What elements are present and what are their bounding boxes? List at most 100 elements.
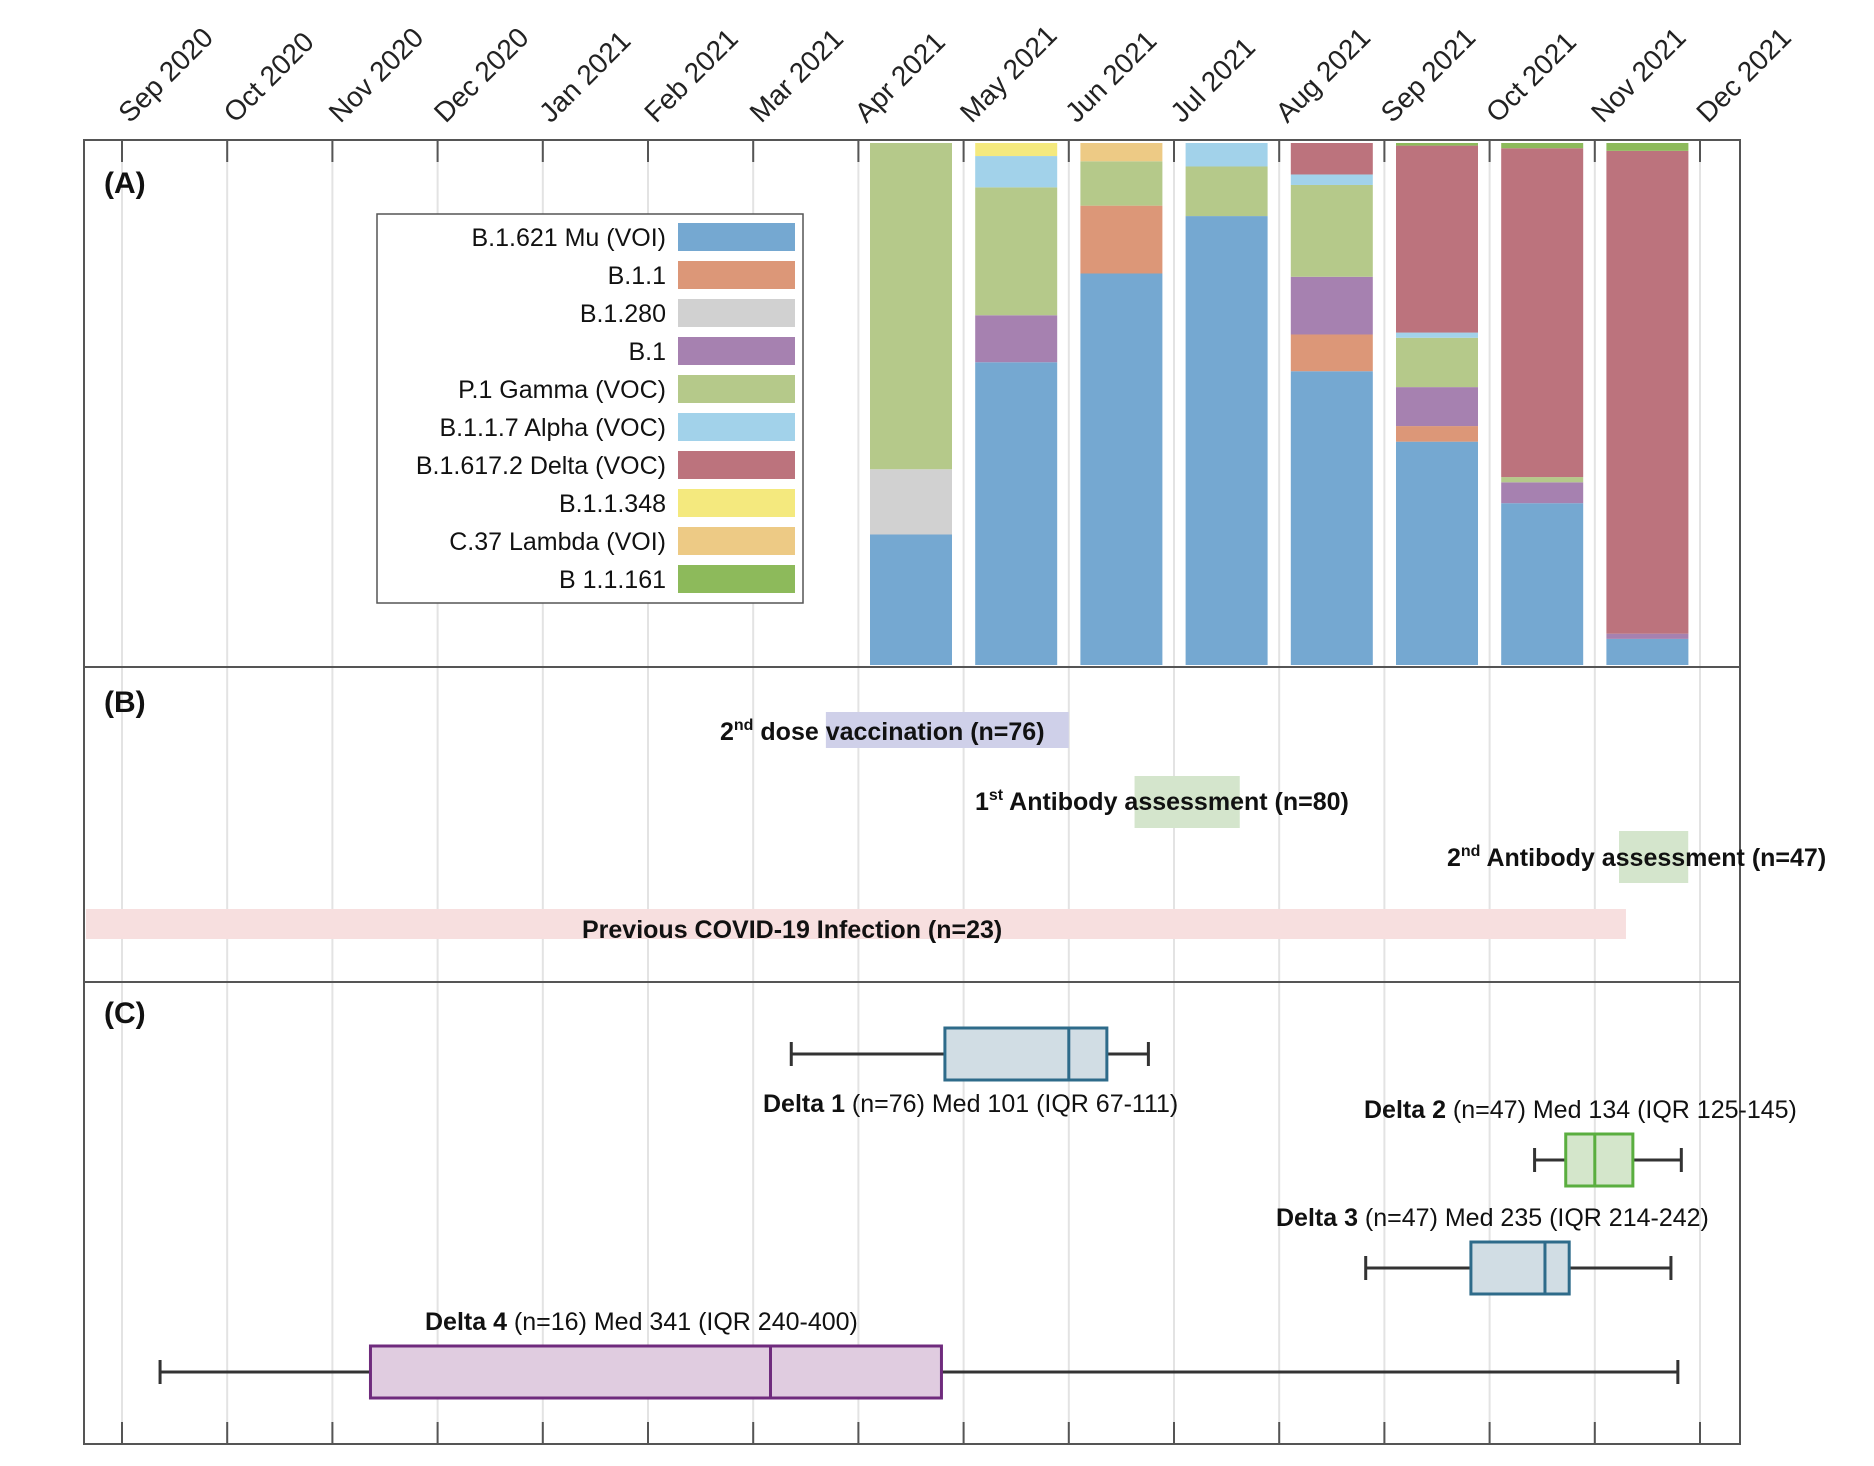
bar-segment (1501, 143, 1584, 149)
boxplots: Delta 1 (n=76) Med 101 (IQR 67-111) Delta… (158, 1026, 1797, 1400)
x-tick-label: Dec 2020 (428, 22, 535, 129)
bar-segment (1396, 387, 1478, 427)
x-tick-label: Sep 2020 (112, 22, 219, 129)
bar-segment (1290, 184, 1373, 277)
x-tick-label: Mar 2021 (744, 23, 850, 129)
legend-label: B.1.1 (608, 262, 666, 290)
bar-segment (1501, 477, 1584, 483)
legend-swatch (678, 375, 795, 403)
event-label: Previous COVID-19 Infection (n=23) (582, 916, 1002, 944)
legend-label: B 1.1.161 (559, 566, 666, 594)
bar-segment (1080, 143, 1163, 162)
box-label: Delta 4 (n=16) Med 341 (IQR 240-400) (425, 1308, 858, 1336)
x-tick-label: Nov 2020 (323, 22, 430, 129)
bar-segment (975, 362, 1058, 665)
panel-a-variants: (A) B.1.621 Mu (VOI) B.1.1 B.1.280 B.1 P.1 G… (83, 139, 1741, 668)
timeline-events: 2nd dose vaccination (n=76) 1st Antibody … (86, 712, 1826, 944)
bar-segment (1606, 150, 1689, 634)
legend-label: B.1.1.7 Alpha (VOC) (439, 414, 666, 442)
legend-label: P.1 Gamma (VOC) (458, 376, 666, 404)
legend-swatch (678, 527, 795, 555)
iqr-box (943, 1026, 1109, 1082)
x-tick-label: Oct 2021 (1480, 26, 1582, 128)
bar-segment (1606, 143, 1689, 151)
x-tick-label: Jun 2021 (1059, 25, 1162, 128)
event-bar (1134, 776, 1240, 828)
bar-segment (975, 156, 1058, 188)
legend: B.1.621 Mu (VOI) B.1.1 B.1.280 B.1 P.1 Gamma… (376, 213, 804, 604)
legend-swatch (678, 261, 795, 289)
x-tick-label: Feb 2021 (638, 23, 744, 129)
legend-label: B.1.617.2 Delta (VOC) (416, 452, 666, 480)
legend-swatch (678, 337, 795, 365)
box-label: Delta 2 (n=47) Med 134 (IQR 125-145) (1364, 1096, 1797, 1124)
bar-segment (975, 315, 1058, 363)
stacked-bars (870, 143, 1689, 665)
bar-segment (1290, 371, 1373, 665)
legend-swatch (678, 223, 795, 251)
bar-segment (1185, 166, 1268, 217)
bar-segment (1185, 143, 1268, 167)
bar-segment (1396, 332, 1478, 338)
x-tick-label: Dec 2021 (1690, 22, 1797, 129)
bar-segment (1501, 482, 1584, 504)
legend-swatch (678, 413, 795, 441)
x-tick-label: Nov 2021 (1585, 22, 1692, 129)
event-bar (86, 909, 1626, 939)
legend-label: B.1.280 (580, 300, 666, 328)
x-tick-label: Jul 2021 (1164, 31, 1261, 128)
bar-segment (975, 187, 1058, 316)
event-label: 2nd Antibody assessment (n=47) (1447, 843, 1826, 872)
event-label: 2nd dose vaccination (n=76) (720, 717, 1045, 746)
x-tick-label: Jan 2021 (533, 25, 636, 128)
bar-segment (1396, 145, 1478, 333)
legend-swatch (678, 451, 795, 479)
event-label: 1st Antibody assessment (n=80) (975, 787, 1349, 816)
panel-c-boxplots: Delta 1 (n=76) Med 101 (IQR 67-111) Delta… (83, 981, 1797, 1445)
x-tick-label: Aug 2021 (1270, 22, 1377, 129)
iqr-box (1564, 1132, 1635, 1188)
box-label: Delta 1 (n=76) Med 101 (IQR 67-111) (763, 1090, 1178, 1118)
x-tick-label: Sep 2021 (1375, 22, 1482, 129)
legend-swatch (678, 565, 795, 593)
legend-label: B.1.1.348 (559, 490, 666, 518)
panel-c-label: (C) (104, 997, 146, 1030)
legend-label: B.1.621 Mu (VOI) (471, 224, 666, 252)
box-label: Delta 3 (n=47) Med 235 (IQR 214-242) (1276, 1204, 1709, 1232)
bar-segment (1290, 174, 1373, 185)
bar-segment (1501, 148, 1584, 478)
bar-segment (870, 469, 952, 535)
bar-segment (1606, 633, 1689, 639)
legend-swatch (678, 299, 795, 327)
event-bar (825, 712, 1069, 748)
bar-segment (1396, 337, 1478, 388)
bar-segment (1396, 426, 1478, 442)
bar-segment (1290, 334, 1373, 372)
bar-segment (1080, 273, 1163, 665)
x-tick-label: May 2021 (954, 19, 1063, 128)
bar-segment (1501, 503, 1584, 665)
bar-segment (975, 143, 1058, 157)
bar-segment (1080, 161, 1163, 206)
bar-segment (870, 534, 952, 665)
bar-segment (1396, 143, 1478, 146)
x-tick-label: Apr 2021 (849, 26, 951, 128)
bar-segment (1606, 638, 1689, 665)
panel-b-timeline: 2nd dose vaccination (n=76) 1st Antibody … (83, 666, 1826, 983)
event-bar (1619, 831, 1689, 883)
legend-label: B.1 (628, 338, 666, 366)
panel-c-frame (83, 981, 1741, 1445)
iqr-box (368, 1344, 943, 1400)
panel-b-label: (B) (104, 686, 146, 719)
bar-segment (1290, 276, 1373, 335)
legend-label: C.37 Lambda (VOI) (449, 528, 666, 556)
legend-swatch (678, 489, 795, 517)
top-ticks (121, 140, 1701, 162)
bar-segment (1185, 216, 1268, 665)
iqr-box (1469, 1240, 1571, 1296)
bar-segment (1396, 441, 1478, 665)
x-tick-label: Oct 2020 (218, 26, 320, 128)
bottom-ticks (121, 1422, 1701, 1444)
